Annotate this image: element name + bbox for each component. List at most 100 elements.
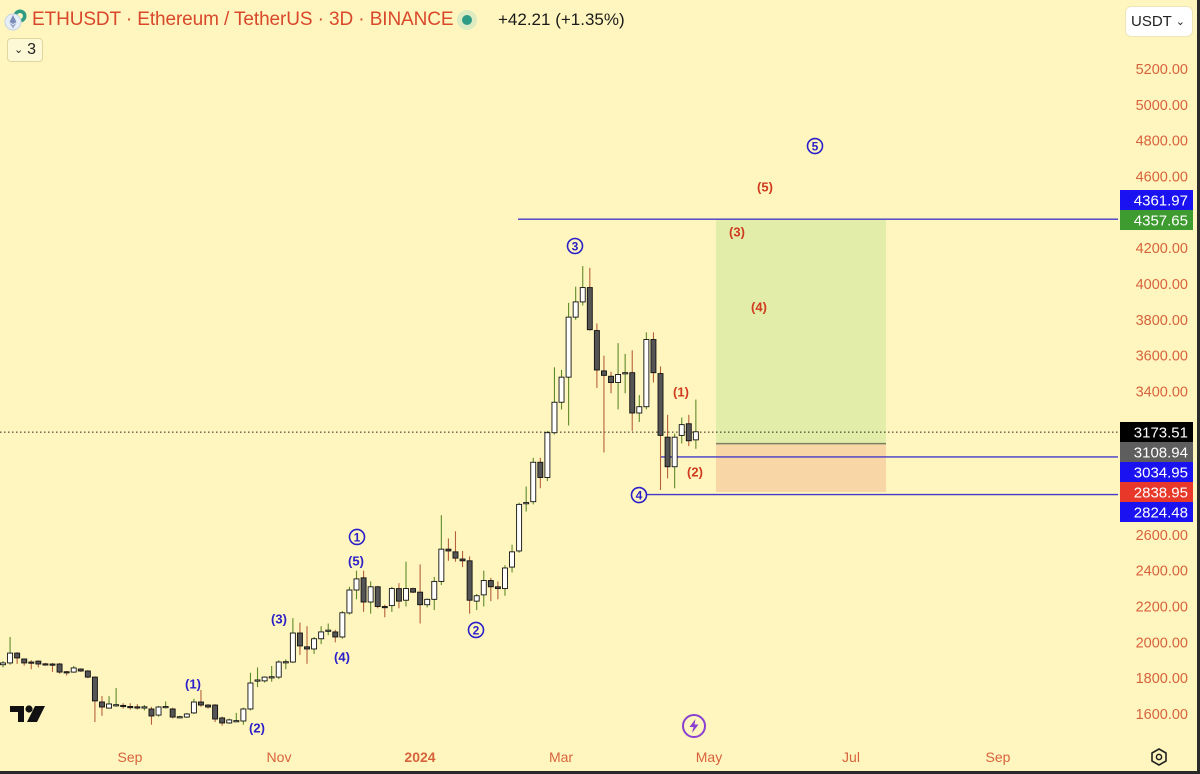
tradingview-logo-icon[interactable]	[9, 704, 47, 724]
price-tick: 1600.00	[1136, 707, 1188, 723]
price-badge: 2824.48	[1120, 502, 1193, 522]
candle	[650, 332, 657, 383]
svg-text:3: 3	[572, 240, 579, 254]
settings-hex-icon[interactable]	[1149, 747, 1169, 767]
candle	[77, 668, 84, 672]
candle	[367, 581, 374, 614]
svg-text:3173.51: 3173.51	[1134, 425, 1188, 442]
candle	[671, 433, 678, 489]
currency-select[interactable]: USDT ⌄	[1125, 6, 1193, 37]
candle	[678, 417, 685, 444]
candle	[311, 636, 318, 654]
candle	[190, 698, 197, 714]
svg-text:2838.95: 2838.95	[1134, 485, 1188, 502]
price-tick: 3800.00	[1136, 313, 1188, 329]
svg-text:4: 4	[636, 489, 643, 503]
wave-label-blue: (2)	[249, 720, 265, 735]
chevron-down-icon: ⌄	[13, 43, 24, 56]
wave-label-blue: 3	[566, 237, 584, 255]
wave-label-red: (3)	[729, 225, 745, 240]
price-badge: 4361.97	[1120, 190, 1193, 210]
svg-text:(1): (1)	[673, 385, 689, 400]
wave-label-blue: (4)	[334, 650, 350, 665]
indicators-toggle-button[interactable]: ⌄ 3	[7, 38, 43, 62]
candle	[7, 636, 14, 665]
candle	[544, 430, 551, 482]
candle	[339, 610, 346, 639]
candle	[21, 658, 28, 666]
indicator-count: 3	[27, 41, 37, 58]
candle	[134, 704, 141, 710]
price-axis-labels: 4361.97 4357.65 3173.51 3108.94 3034.95 2838.…	[1120, 190, 1193, 522]
candle	[537, 457, 544, 489]
candle	[452, 531, 459, 562]
candle	[572, 286, 579, 320]
candle	[346, 586, 353, 615]
candle	[593, 323, 600, 388]
svg-text:(5): (5)	[348, 553, 364, 568]
candle	[99, 696, 105, 716]
price-badge: 3173.51	[1120, 422, 1193, 442]
price-tick: 2400.00	[1136, 564, 1188, 580]
price-badge: 3108.94	[1120, 442, 1193, 462]
stop-loss-zone[interactable]	[716, 443, 886, 493]
window-frame-right	[1197, 0, 1200, 774]
svg-text:(1): (1)	[185, 677, 201, 692]
candle	[657, 366, 664, 491]
target-zone[interactable]	[716, 219, 886, 444]
wave-label-red: (1)	[673, 385, 689, 400]
candle	[35, 660, 42, 668]
wave-label-red: (4)	[751, 300, 767, 315]
candle	[198, 689, 204, 707]
wave-label-blue: (3)	[271, 612, 287, 627]
long-position-tool[interactable]	[716, 219, 886, 493]
time-tick: Jul	[842, 749, 860, 765]
candle	[523, 486, 530, 512]
price-axis[interactable]: 5200.00 5000.00 4800.00 4600.00 4200.00 4000.…	[1136, 62, 1188, 723]
candle	[233, 712, 240, 723]
candle	[424, 598, 431, 608]
candle	[551, 367, 558, 435]
candle	[431, 576, 438, 611]
wave-label-blue: 5	[806, 137, 824, 155]
candle	[63, 670, 70, 676]
candle	[325, 623, 332, 636]
candle	[268, 665, 275, 682]
svg-text:(5): (5)	[757, 180, 773, 195]
wave-label-blue: 1	[348, 528, 366, 546]
svg-text:1: 1	[354, 530, 361, 544]
candle	[84, 670, 91, 679]
candle	[403, 561, 409, 607]
candle	[106, 696, 113, 709]
candle	[473, 593, 480, 611]
candle	[91, 676, 98, 723]
symbol-title[interactable]: ETHUSDT · Ethereum / TetherUS · 3D · BIN…	[32, 9, 454, 30]
candle	[14, 652, 21, 664]
price-badge: 3034.95	[1120, 462, 1193, 482]
candle	[282, 659, 289, 670]
candle	[395, 583, 402, 609]
candle	[155, 705, 162, 717]
price-tick: 4000.00	[1136, 277, 1188, 293]
candle	[502, 565, 508, 596]
svg-text:5: 5	[812, 140, 819, 154]
svg-text:4361.97: 4361.97	[1134, 193, 1188, 210]
price-tick: 4800.00	[1136, 134, 1188, 150]
candle	[28, 660, 35, 670]
price-badge: 2838.95	[1120, 482, 1193, 502]
time-axis[interactable]: Sep Nov 2024 Mar May Jul Sep	[118, 749, 1011, 765]
svg-text:3108.94: 3108.94	[1134, 445, 1188, 462]
candle	[629, 350, 636, 431]
price-tick: 5000.00	[1136, 98, 1188, 114]
candle	[664, 414, 671, 479]
wave-label-blue: (1)	[185, 677, 201, 692]
candle	[410, 587, 417, 594]
lightning-bolt-icon[interactable]	[681, 713, 707, 739]
currency-value: USDT	[1131, 13, 1172, 30]
time-tick: Mar	[549, 749, 573, 765]
candle	[275, 660, 282, 680]
candle	[56, 662, 63, 674]
price-tick: 2000.00	[1136, 635, 1188, 651]
candle	[445, 538, 452, 561]
